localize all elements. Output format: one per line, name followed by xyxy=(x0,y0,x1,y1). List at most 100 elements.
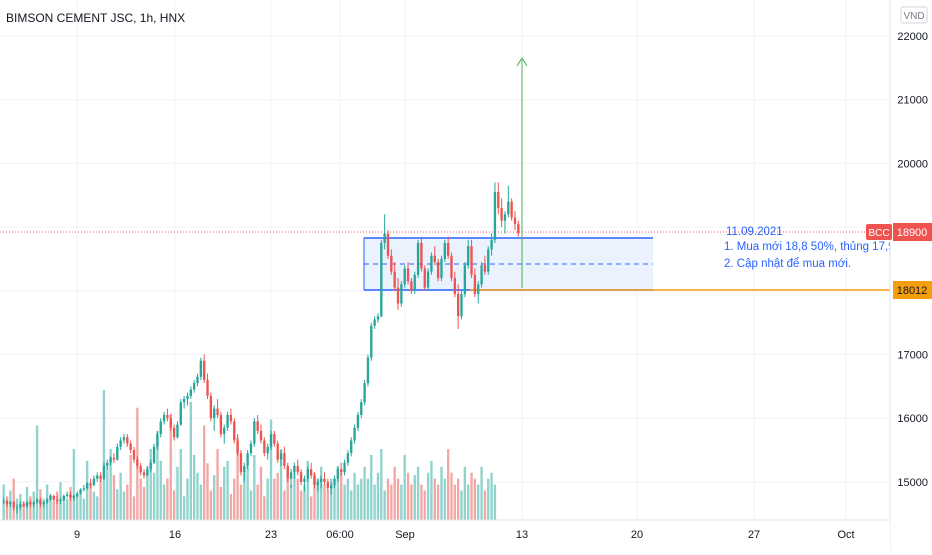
candle-body xyxy=(313,475,316,486)
volume-bar xyxy=(406,472,410,520)
candle-body xyxy=(159,421,162,435)
note-annotation[interactable]: 11.09.2021 1. Mua mới 18,8 50%, thủng 17… xyxy=(724,226,914,270)
volume-bar xyxy=(430,460,433,520)
candle-body xyxy=(289,472,293,479)
symbol-badge[interactable]: BCC xyxy=(866,224,892,240)
candle-body xyxy=(126,437,129,444)
volume-bar xyxy=(330,478,333,520)
candle-body xyxy=(340,469,343,473)
volume-bar xyxy=(446,449,450,520)
candle-body xyxy=(446,242,450,256)
target-arrow[interactable] xyxy=(516,57,528,288)
candle-body xyxy=(129,443,132,451)
candle-body xyxy=(179,402,182,425)
candle-body xyxy=(366,357,370,384)
volume-bar xyxy=(373,484,376,520)
candle-body xyxy=(276,443,279,460)
volume-bar xyxy=(269,419,273,520)
volume-bar xyxy=(423,490,426,520)
candle-body xyxy=(286,465,289,479)
volume-bar xyxy=(350,490,353,520)
volume-bar xyxy=(403,455,406,520)
candle-body xyxy=(253,421,256,444)
time-label-13: 13 xyxy=(516,529,528,541)
candle-body xyxy=(223,427,226,435)
last-price-badge[interactable]: 18900 xyxy=(893,223,932,241)
time-label-0600: 06:00 xyxy=(326,529,354,541)
time-label-9: 9 xyxy=(74,529,80,541)
price-axis[interactable]: VND 22000 21000 20000 17000 16000 15000 xyxy=(889,0,932,550)
candle-body xyxy=(463,265,467,294)
candle-body xyxy=(457,293,460,317)
volume-bar xyxy=(72,449,76,520)
volume-bar xyxy=(253,455,256,520)
volume-bar xyxy=(433,478,436,520)
candle-body xyxy=(112,457,116,460)
candle-body xyxy=(65,494,69,496)
volume-bar xyxy=(243,472,246,520)
candle-body xyxy=(216,408,219,415)
volume-bar xyxy=(199,484,203,520)
volume-bar xyxy=(356,484,360,520)
candle-body xyxy=(343,462,346,473)
candle-body xyxy=(146,469,149,476)
volume-bar xyxy=(333,484,336,520)
volume-bar xyxy=(112,475,116,520)
candle-body xyxy=(453,278,457,294)
volume-bar xyxy=(450,472,453,520)
candle-body xyxy=(236,440,239,454)
time-label-sep: Sep xyxy=(395,529,415,541)
candle-body xyxy=(199,360,203,377)
candle-body xyxy=(423,268,426,288)
candle-body xyxy=(507,201,510,215)
candle-body xyxy=(326,481,330,489)
candle-body xyxy=(9,502,12,505)
volume-bar xyxy=(477,484,480,520)
volume-bar xyxy=(79,489,82,520)
volume-bar xyxy=(319,466,323,520)
candle-body xyxy=(152,446,156,463)
volume-bar xyxy=(266,478,269,520)
candle-body xyxy=(319,478,323,482)
currency-badge xyxy=(900,6,928,24)
volume-bar xyxy=(22,502,25,520)
candle-body xyxy=(263,440,266,454)
candle-body xyxy=(189,389,192,396)
candle-body xyxy=(15,507,19,509)
candle-body xyxy=(350,440,353,454)
candle-body xyxy=(380,242,383,317)
candle-body xyxy=(513,217,517,224)
candle-body xyxy=(196,376,199,384)
candle-body xyxy=(72,495,76,498)
volume-bar xyxy=(206,463,209,520)
candle-body xyxy=(406,268,410,282)
volume-bar xyxy=(366,478,370,520)
candle-body xyxy=(296,465,299,473)
candle-body xyxy=(490,239,493,250)
time-axis[interactable]: 9 16 23 06:00 Sep 13 20 27 Oct xyxy=(0,519,890,550)
candle-body xyxy=(233,421,236,441)
volume-bar xyxy=(119,472,122,520)
volume-bar xyxy=(370,455,373,520)
volume-bar xyxy=(340,472,343,520)
candle-body xyxy=(79,489,82,494)
volume-bar xyxy=(96,496,99,520)
candle-body xyxy=(149,462,152,470)
candle-body xyxy=(273,434,276,444)
candle-body xyxy=(203,360,206,380)
candle-body xyxy=(192,383,196,390)
range-box[interactable] xyxy=(363,237,653,291)
symbol-badge-label: BCC xyxy=(868,228,889,239)
volume-bar xyxy=(480,466,483,520)
volume-bar xyxy=(323,484,326,520)
candle-body xyxy=(330,485,333,489)
level-price-badge[interactable]: 18012 xyxy=(893,281,932,299)
symbol-title[interactable]: BIMSON CEMENT JSC, 1h, HNX xyxy=(6,11,185,25)
candle-body xyxy=(2,500,5,502)
volume-bar xyxy=(293,472,296,520)
candle-body xyxy=(209,395,213,419)
volume-bar xyxy=(343,484,346,520)
candle-body xyxy=(493,192,497,240)
